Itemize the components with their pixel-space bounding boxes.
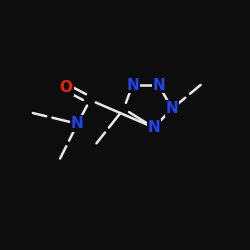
Text: N: N [148, 120, 160, 135]
Text: N: N [152, 78, 165, 92]
Text: O: O [60, 80, 73, 95]
Text: N: N [71, 116, 84, 131]
Text: N: N [166, 101, 178, 116]
Text: N: N [126, 78, 139, 92]
